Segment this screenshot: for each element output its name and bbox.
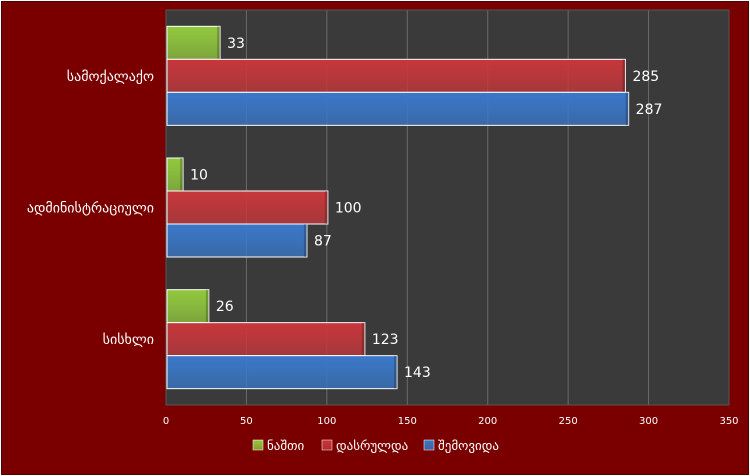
bar-3-2 bbox=[166, 223, 308, 258]
value-label: 123 bbox=[372, 332, 399, 348]
legend-swatch bbox=[252, 439, 264, 451]
x-tick-label: 0 bbox=[163, 416, 169, 427]
bar-2-3 bbox=[166, 322, 366, 357]
x-tick-label: 250 bbox=[559, 416, 578, 427]
x-tick-label: 300 bbox=[639, 416, 658, 427]
x-tick-label: 100 bbox=[317, 416, 336, 427]
legend-label: დასრულდა bbox=[336, 439, 408, 454]
value-label: 10 bbox=[190, 168, 208, 184]
x-tick-labels: 0 50 100 150 200 250 300 350 bbox=[163, 416, 739, 427]
bar-1-1 bbox=[166, 25, 221, 60]
category-label: სამოქალაქო bbox=[67, 69, 154, 85]
legend-swatch bbox=[423, 439, 435, 451]
legend: ნაშთი დასრულდა შემოვიდა bbox=[252, 439, 499, 454]
category-label: ადმინისტრაციული bbox=[27, 200, 154, 217]
bar-3-1 bbox=[166, 91, 630, 126]
value-label: 287 bbox=[636, 102, 663, 118]
x-tick-label: 150 bbox=[398, 416, 417, 427]
x-tick-label: 200 bbox=[478, 416, 497, 427]
legend-swatch bbox=[321, 439, 333, 451]
value-label: 143 bbox=[404, 365, 431, 381]
value-label: 33 bbox=[227, 36, 245, 52]
x-tick-label: 350 bbox=[719, 416, 738, 427]
value-label: 100 bbox=[335, 201, 362, 217]
value-label: 87 bbox=[314, 234, 332, 250]
value-labels: 33 285 287 10 100 87 26 123 143 bbox=[190, 36, 662, 381]
bar-2-1 bbox=[166, 58, 626, 93]
legend-label: შემოვიდა bbox=[438, 439, 499, 454]
x-tick-label: 50 bbox=[240, 416, 253, 427]
category-labels: სამოქალაქო ადმინისტრაციული სისხლი bbox=[27, 69, 154, 348]
value-label: 26 bbox=[216, 299, 234, 315]
bar-3-3 bbox=[166, 355, 398, 390]
bar-2-2 bbox=[166, 190, 329, 225]
legend-label: ნაშთი bbox=[267, 439, 305, 454]
bar-1-3 bbox=[166, 289, 210, 324]
category-label: სისხლი bbox=[103, 332, 154, 348]
bars bbox=[166, 25, 630, 390]
value-label: 285 bbox=[632, 69, 659, 85]
